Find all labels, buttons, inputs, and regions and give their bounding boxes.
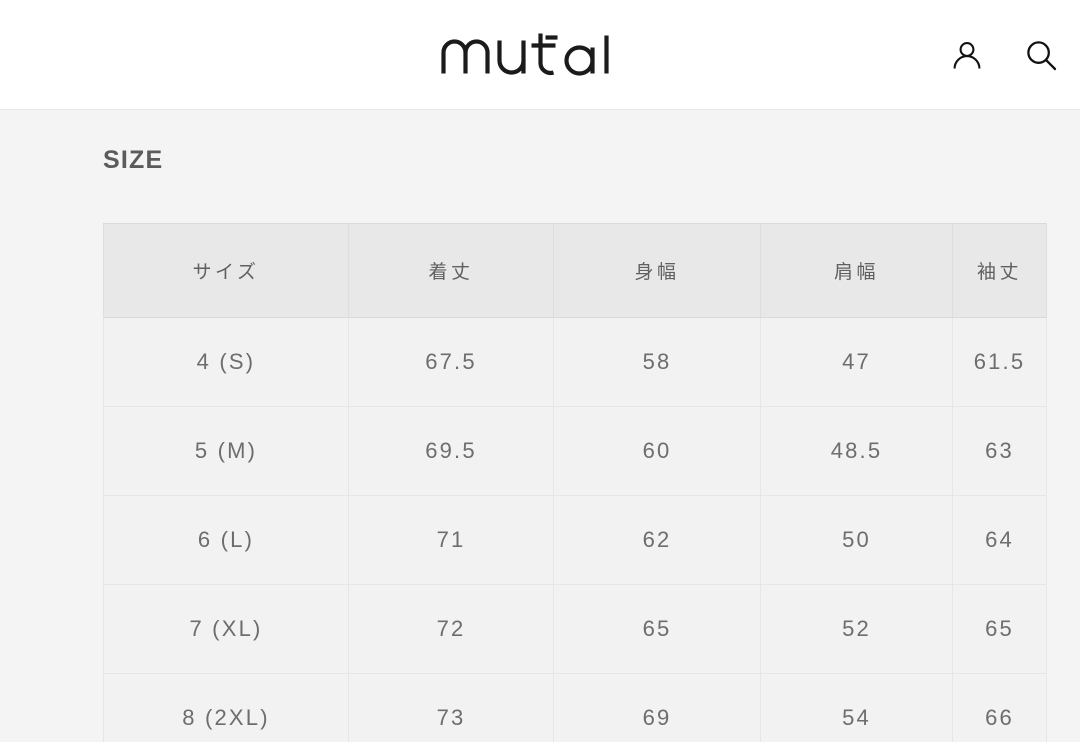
table-row: 5 (M) 69.5 60 48.5 63	[103, 406, 1047, 496]
account-button[interactable]	[950, 38, 984, 72]
column-header-length: 着丈	[348, 223, 554, 318]
cell-length: 73	[348, 673, 554, 742]
cell-size: 7 (XL)	[103, 584, 349, 674]
cell-width: 69	[553, 673, 761, 742]
cell-size: 5 (M)	[103, 406, 349, 496]
table-row: 4 (S) 67.5 58 47 61.5	[103, 317, 1047, 407]
cell-shoulder: 50	[760, 495, 953, 585]
cell-width: 65	[553, 584, 761, 674]
cell-width: 62	[553, 495, 761, 585]
cell-sleeve: 66	[952, 673, 1047, 742]
cell-length: 69.5	[348, 406, 554, 496]
cell-shoulder: 54	[760, 673, 953, 742]
size-table: サイズ 着丈 身幅 肩幅 袖丈 4 (S) 67.5 58 47 61.5 5 …	[103, 223, 1047, 742]
cell-sleeve: 64	[952, 495, 1047, 585]
main-content: SIZE サイズ 着丈 身幅 肩幅 袖丈 4 (S) 67.5 58	[0, 110, 1080, 742]
cell-length: 67.5	[348, 317, 554, 407]
site-header	[0, 0, 1080, 110]
column-header-sleeve: 袖丈	[952, 223, 1047, 318]
cell-size: 6 (L)	[103, 495, 349, 585]
search-icon	[1027, 40, 1057, 70]
cell-width: 60	[553, 406, 761, 496]
header-actions	[950, 38, 1058, 72]
cell-sleeve: 65	[952, 584, 1047, 674]
cell-shoulder: 47	[760, 317, 953, 407]
cell-width: 58	[553, 317, 761, 407]
column-header-width: 身幅	[553, 223, 761, 318]
search-button[interactable]	[1024, 38, 1058, 72]
table-row: 8 (2XL) 73 69 54 66	[103, 673, 1047, 742]
column-header-shoulder: 肩幅	[760, 223, 953, 318]
table-row: 7 (XL) 72 65 52 65	[103, 584, 1047, 674]
size-table-head: サイズ 着丈 身幅 肩幅 袖丈	[103, 223, 1047, 318]
cell-sleeve: 63	[952, 406, 1047, 496]
column-header-size: サイズ	[103, 223, 349, 318]
table-header-row: サイズ 着丈 身幅 肩幅 袖丈	[103, 223, 1047, 318]
cell-sleeve: 61.5	[952, 317, 1047, 407]
person-icon	[953, 41, 981, 69]
cell-shoulder: 52	[760, 584, 953, 674]
cell-length: 72	[348, 584, 554, 674]
cell-length: 71	[348, 495, 554, 585]
cell-shoulder: 48.5	[760, 406, 953, 496]
brand-logo[interactable]	[440, 27, 615, 82]
size-table-wrapper: サイズ 着丈 身幅 肩幅 袖丈 4 (S) 67.5 58 47 61.5 5 …	[103, 223, 1047, 742]
cell-size: 8 (2XL)	[103, 673, 349, 742]
table-row: 6 (L) 71 62 50 64	[103, 495, 1047, 585]
page-title: SIZE	[103, 146, 164, 174]
muta-logo-icon	[441, 33, 609, 76]
cell-size: 4 (S)	[103, 317, 349, 407]
size-table-body: 4 (S) 67.5 58 47 61.5 5 (M) 69.5 60 48.5…	[103, 317, 1047, 742]
